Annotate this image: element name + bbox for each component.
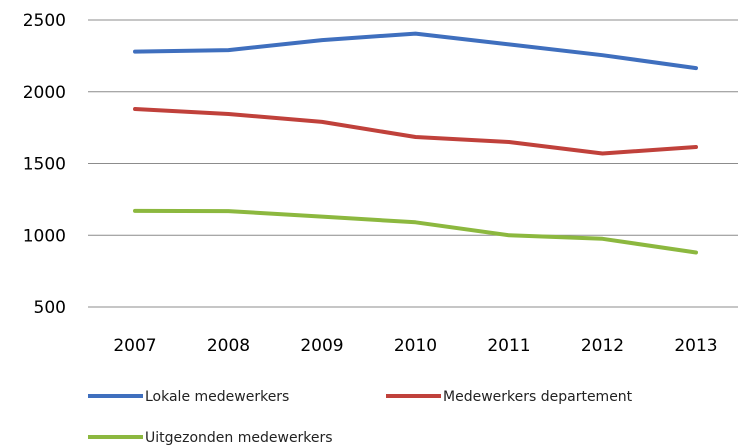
gridlines [88,19,738,308]
x-axis-ticks: 2007 2008 2009 2010 2011 2012 2013 [113,336,717,356]
x-tick-label: 2011 [487,336,530,356]
x-tick-label: 2010 [394,336,437,356]
legend-label: Uitgezonden medewerkers [145,430,333,446]
x-tick-label: 2012 [581,336,624,356]
series-line-2 [133,107,698,156]
y-tick-label: 2500 [23,11,66,31]
series-lines [133,31,698,255]
legend-label: Lokale medewerkers [145,389,289,405]
y-tick-label: 1500 [23,155,66,175]
series-line-1 [133,31,698,71]
y-axis-ticks: 500 1000 1500 2000 2500 [23,11,66,318]
series-line-3 [133,208,698,255]
x-tick-label: 2008 [207,336,250,356]
y-tick-label: 1000 [23,226,66,246]
legend: Lokale medewerkers Medewerkers departemen… [88,389,633,446]
legend-label: Medewerkers departement [443,389,633,405]
x-tick-label: 2009 [300,336,343,356]
y-tick-label: 2000 [23,83,66,103]
x-tick-label: 2007 [113,336,156,356]
x-tick-label: 2013 [674,336,717,356]
y-tick-label: 500 [34,298,66,318]
